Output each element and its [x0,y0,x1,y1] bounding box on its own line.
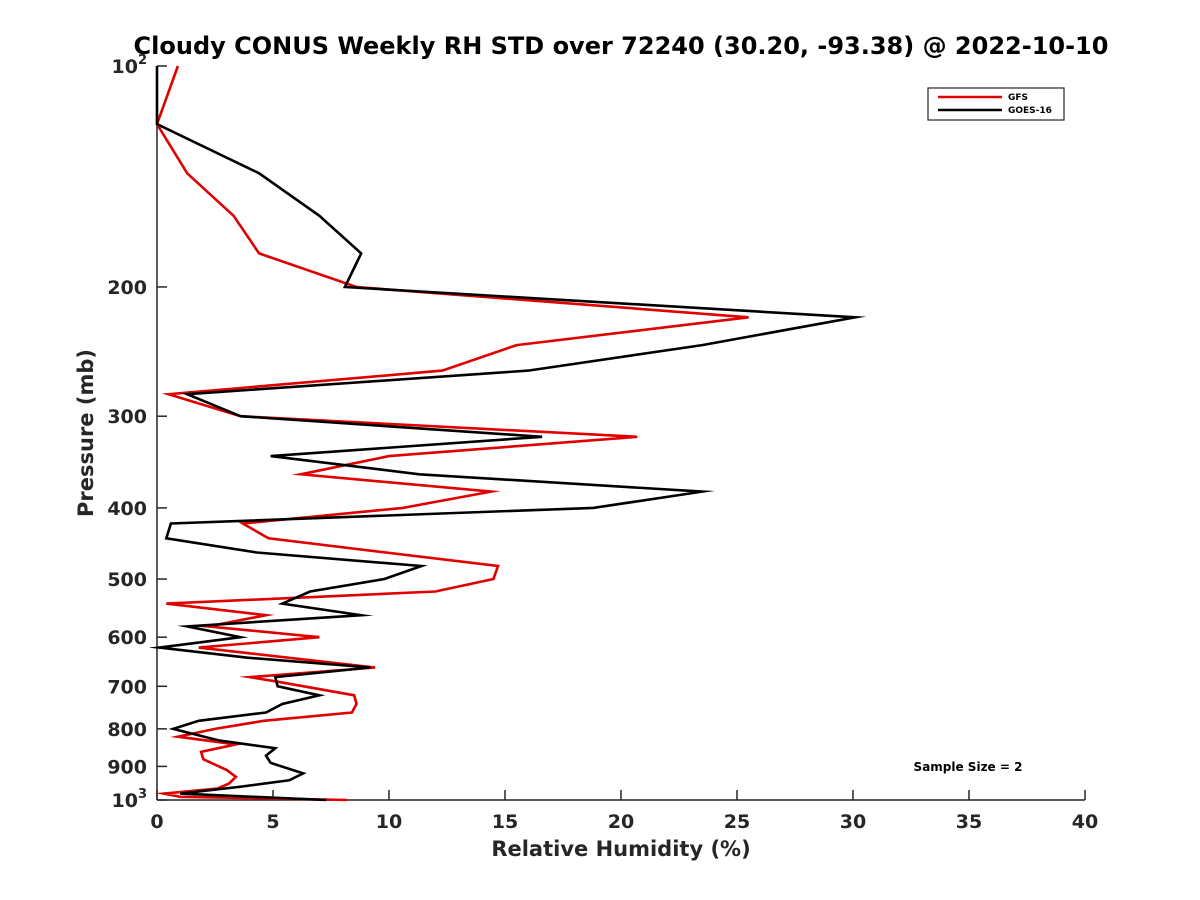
x-axis-label: Relative Humidity (%) [491,837,750,861]
y-tick-label: 700 [107,676,147,698]
y-tick-label: 200 [107,277,147,299]
x-ticks: 0 5 10 15 20 25 30 35 40 [150,790,1098,833]
chart-title: Cloudy CONUS Weekly RH STD over 72240 (3… [134,32,1109,60]
legend-label-goes16: GOES-16 [1008,106,1052,116]
x-tick-label: 25 [724,811,750,833]
y-tick-label: 900 [107,756,147,778]
y-tick-label: 500 [107,569,147,591]
x-tick-label: 20 [608,811,634,833]
x-tick-label: 10 [376,811,402,833]
sample-size-annotation: Sample Size = 2 [914,760,1023,774]
y-tick-label: 300 [107,406,147,428]
legend-box [927,87,1065,121]
x-tick-label: 15 [492,811,518,833]
series-line-goes16 [148,66,867,802]
x-tick-label: 30 [840,811,866,833]
legend: GFS GOES-16 [927,87,1065,121]
y-tick-label: 600 [107,627,147,649]
y-tick-label: 800 [107,719,147,741]
series-line-gfs [154,65,749,802]
x-tick-label: 40 [1072,811,1098,833]
y-axis-label: Pressure (mb) [74,349,98,517]
axes: 0 5 10 15 20 25 30 35 40 102 200 300 400 500 600 700 80… [107,53,1098,833]
y-ticks: 102 200 300 400 500 600 700 800 900 103 [107,53,167,812]
y-tick-label: 102 [112,53,148,78]
series-layer [148,65,867,802]
y-tick-label: 400 [107,498,147,520]
legend-label-gfs: GFS [1008,93,1028,103]
x-tick-label: 5 [266,811,279,833]
y-tick-label: 103 [112,787,148,812]
x-tick-label: 0 [150,811,163,833]
x-tick-label: 35 [956,811,982,833]
